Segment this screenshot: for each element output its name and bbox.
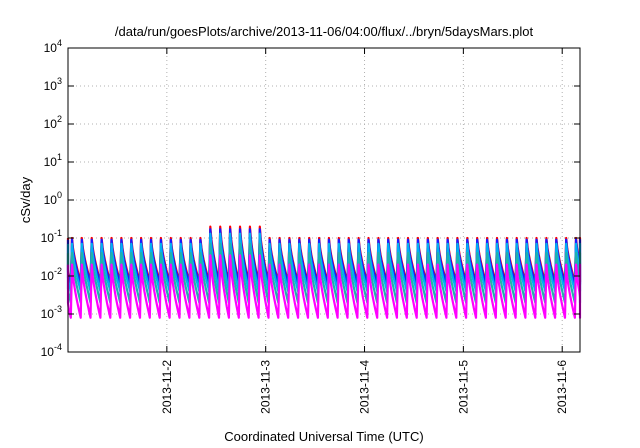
- y-tick-label: 10-4: [41, 342, 62, 359]
- x-tick-label: 2013-11-4: [358, 360, 372, 414]
- series-group: [66, 225, 582, 319]
- y-tick-label: 10-1: [41, 228, 62, 245]
- y-tick-label: 100: [44, 190, 62, 207]
- y-tick-label: 104: [44, 38, 62, 55]
- x-axis: 2013-11-2 2013-11-3 2013-11-4 2013-11-5 2013…: [160, 48, 569, 414]
- y-axis: 10-4 10-3 10-2 10-1 100 101 102 103 104: [41, 38, 580, 359]
- x-axis-label: Coordinated Universal Time (UTC): [224, 429, 423, 444]
- x-tick-label: 2013-11-6: [555, 360, 569, 414]
- chart-title: /data/run/goesPlots/archive/2013-11-06/0…: [115, 24, 534, 39]
- y-tick-label: 10-3: [41, 304, 62, 321]
- y-axis-label: cSv/day: [18, 176, 33, 223]
- x-tick-label: 2013-11-2: [160, 360, 174, 414]
- y-tick-label: 102: [44, 114, 62, 131]
- series-line: [66, 254, 582, 319]
- x-tick-label: 2013-11-3: [259, 360, 273, 414]
- x-tick-label: 2013-11-5: [456, 360, 470, 414]
- y-tick-label: 10-2: [41, 266, 62, 283]
- y-tick-label: 103: [44, 76, 62, 93]
- y-tick-label: 101: [44, 152, 62, 169]
